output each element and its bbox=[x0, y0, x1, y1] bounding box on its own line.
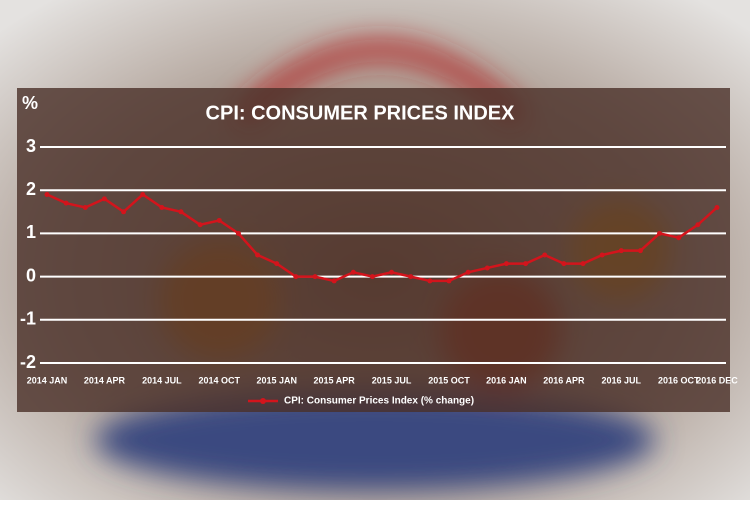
data-point bbox=[657, 230, 663, 236]
data-point bbox=[63, 200, 69, 206]
x-tick-label: 2014 OCT bbox=[199, 375, 241, 385]
data-point bbox=[274, 261, 280, 267]
data-point bbox=[369, 274, 375, 280]
legend-marker bbox=[260, 398, 266, 404]
x-tick-label: 2014 JAN bbox=[27, 375, 68, 385]
data-point bbox=[293, 274, 299, 280]
data-point bbox=[618, 248, 624, 254]
data-point bbox=[542, 252, 548, 258]
data-point bbox=[312, 274, 318, 280]
x-tick-label: 2014 APR bbox=[84, 375, 126, 385]
y-axis-label: % bbox=[22, 93, 38, 113]
y-tick-label: -1 bbox=[20, 309, 36, 329]
x-tick-label: 2016 OCT bbox=[658, 375, 700, 385]
data-point bbox=[465, 269, 471, 275]
data-point bbox=[561, 261, 567, 267]
data-point bbox=[446, 278, 452, 284]
data-point bbox=[503, 261, 509, 267]
data-point bbox=[695, 222, 701, 228]
data-point bbox=[121, 209, 127, 215]
data-point bbox=[140, 192, 146, 198]
data-point bbox=[159, 204, 165, 210]
x-tick-label: 2016 DEC bbox=[696, 375, 738, 385]
y-tick-label: 1 bbox=[26, 222, 36, 242]
x-tick-label: 2015 JAN bbox=[256, 375, 297, 385]
x-tick-label: 2015 JUL bbox=[372, 375, 412, 385]
x-tick-label: 2016 JAN bbox=[486, 375, 527, 385]
y-tick-label: 3 bbox=[26, 136, 36, 156]
x-tick-label: 2014 JUL bbox=[142, 375, 182, 385]
data-point bbox=[523, 261, 529, 267]
data-point bbox=[178, 209, 184, 215]
data-point bbox=[389, 269, 395, 275]
data-point bbox=[676, 235, 682, 241]
y-tick-label: 2 bbox=[26, 179, 36, 199]
data-point bbox=[350, 269, 356, 275]
data-point bbox=[82, 204, 88, 210]
data-point bbox=[255, 252, 261, 258]
data-point bbox=[197, 222, 203, 228]
x-tick-label: 2015 OCT bbox=[428, 375, 470, 385]
data-point bbox=[637, 248, 643, 254]
data-point bbox=[216, 217, 222, 223]
data-point bbox=[484, 265, 490, 271]
x-tick-label: 2015 APR bbox=[314, 375, 356, 385]
chart-title: CPI: CONSUMER PRICES INDEX bbox=[206, 102, 516, 124]
data-point bbox=[331, 278, 337, 284]
data-point bbox=[408, 274, 414, 280]
y-tick-label: 0 bbox=[26, 265, 36, 285]
x-tick-label: 2016 APR bbox=[543, 375, 585, 385]
y-tick-label: -2 bbox=[20, 352, 36, 372]
data-point bbox=[599, 252, 605, 258]
data-point bbox=[580, 261, 586, 267]
plot-panel bbox=[17, 88, 730, 412]
data-point bbox=[714, 204, 720, 210]
data-point bbox=[427, 278, 433, 284]
data-point bbox=[44, 192, 50, 198]
data-point bbox=[235, 230, 241, 236]
x-tick-label: 2016 JUL bbox=[602, 375, 642, 385]
legend-label: CPI: Consumer Prices Index (% change) bbox=[284, 396, 474, 407]
data-point bbox=[101, 196, 107, 202]
series-line bbox=[46, 192, 718, 283]
